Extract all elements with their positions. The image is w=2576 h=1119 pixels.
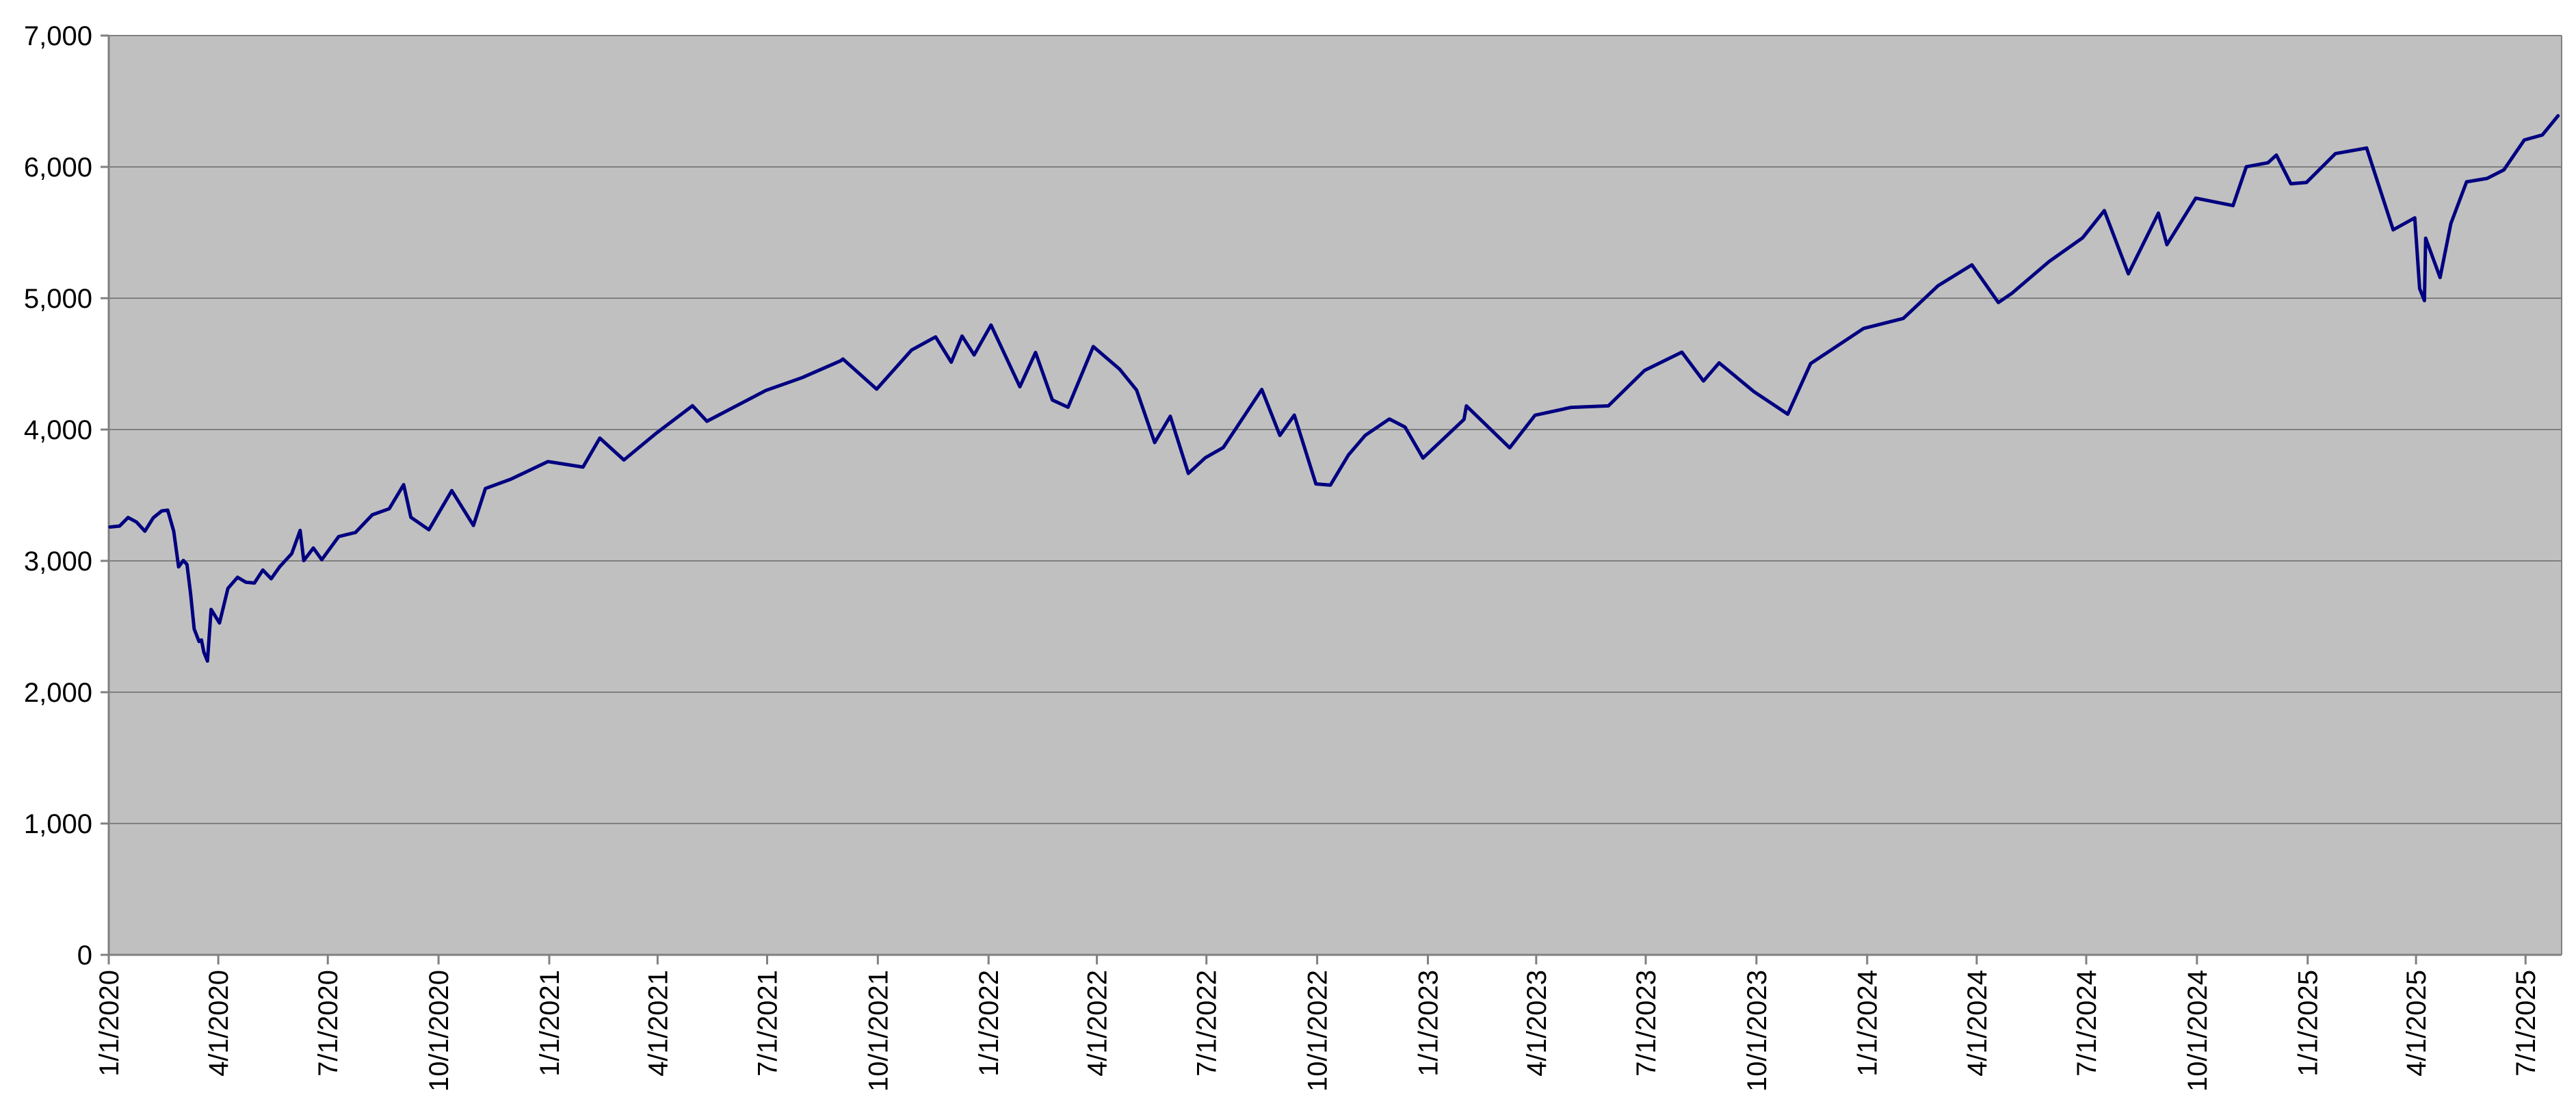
y-tick-label: 6,000 (24, 153, 92, 183)
x-tick-label: 1/1/2021 (535, 970, 565, 1077)
plot-area (109, 36, 2562, 955)
x-tick-label: 10/1/2022 (1303, 970, 1333, 1092)
x-axis-tick-labels: 1/1/2020 4/1/2020 7/1/2020 10/1/2020 1/1/202… (94, 970, 2541, 1092)
y-tick-label: 1,000 (24, 809, 92, 839)
x-tick-label: 10/1/2020 (424, 970, 454, 1092)
x-tick-label: 7/1/2020 (313, 970, 343, 1077)
series-line-0 (108, 114, 2560, 663)
x-tick-label: 4/1/2024 (1962, 970, 1993, 1077)
y-tick-label: 0 (77, 940, 92, 971)
x-tick-label: 10/1/2023 (1742, 970, 1772, 1092)
x-tick-label: 4/1/2021 (643, 970, 673, 1077)
y-tick-label: 5,000 (24, 284, 92, 314)
x-tick-label: 7/1/2024 (2072, 970, 2102, 1077)
x-tick-label: 1/1/2022 (974, 970, 1004, 1077)
x-tick-label: 4/1/2020 (204, 970, 234, 1077)
x-tick-label: 7/1/2025 (2511, 970, 2541, 1077)
y-axis-tick-labels: 0 1,000 2,000 3,000 4,000 5,000 6,000 7,000 (24, 21, 92, 971)
axes (101, 34, 2562, 964)
y-tick-label: 4,000 (24, 415, 92, 445)
y-tick-label: 7,000 (24, 21, 92, 51)
x-tick-label: 4/1/2022 (1083, 970, 1113, 1077)
series-layer (108, 114, 2560, 663)
gridlines (109, 35, 2562, 824)
x-tick-label: 4/1/2023 (1522, 970, 1552, 1077)
x-tick-label: 1/1/2020 (94, 970, 124, 1077)
x-tick-label: 7/1/2023 (1631, 970, 1661, 1077)
x-tick-label: 10/1/2021 (863, 970, 893, 1092)
x-tick-label: 10/1/2024 (2183, 970, 2213, 1092)
x-tick-label: 7/1/2022 (1192, 970, 1222, 1077)
x-tick-label: 1/1/2025 (2294, 970, 2324, 1077)
x-tick-label: 4/1/2025 (2402, 970, 2432, 1077)
x-tick-label: 1/1/2024 (1853, 970, 1883, 1077)
y-tick-label: 2,000 (24, 678, 92, 708)
x-tick-label: 7/1/2021 (752, 970, 783, 1077)
x-tick-label: 1/1/2023 (1413, 970, 1443, 1077)
y-tick-label: 3,000 (24, 547, 92, 577)
